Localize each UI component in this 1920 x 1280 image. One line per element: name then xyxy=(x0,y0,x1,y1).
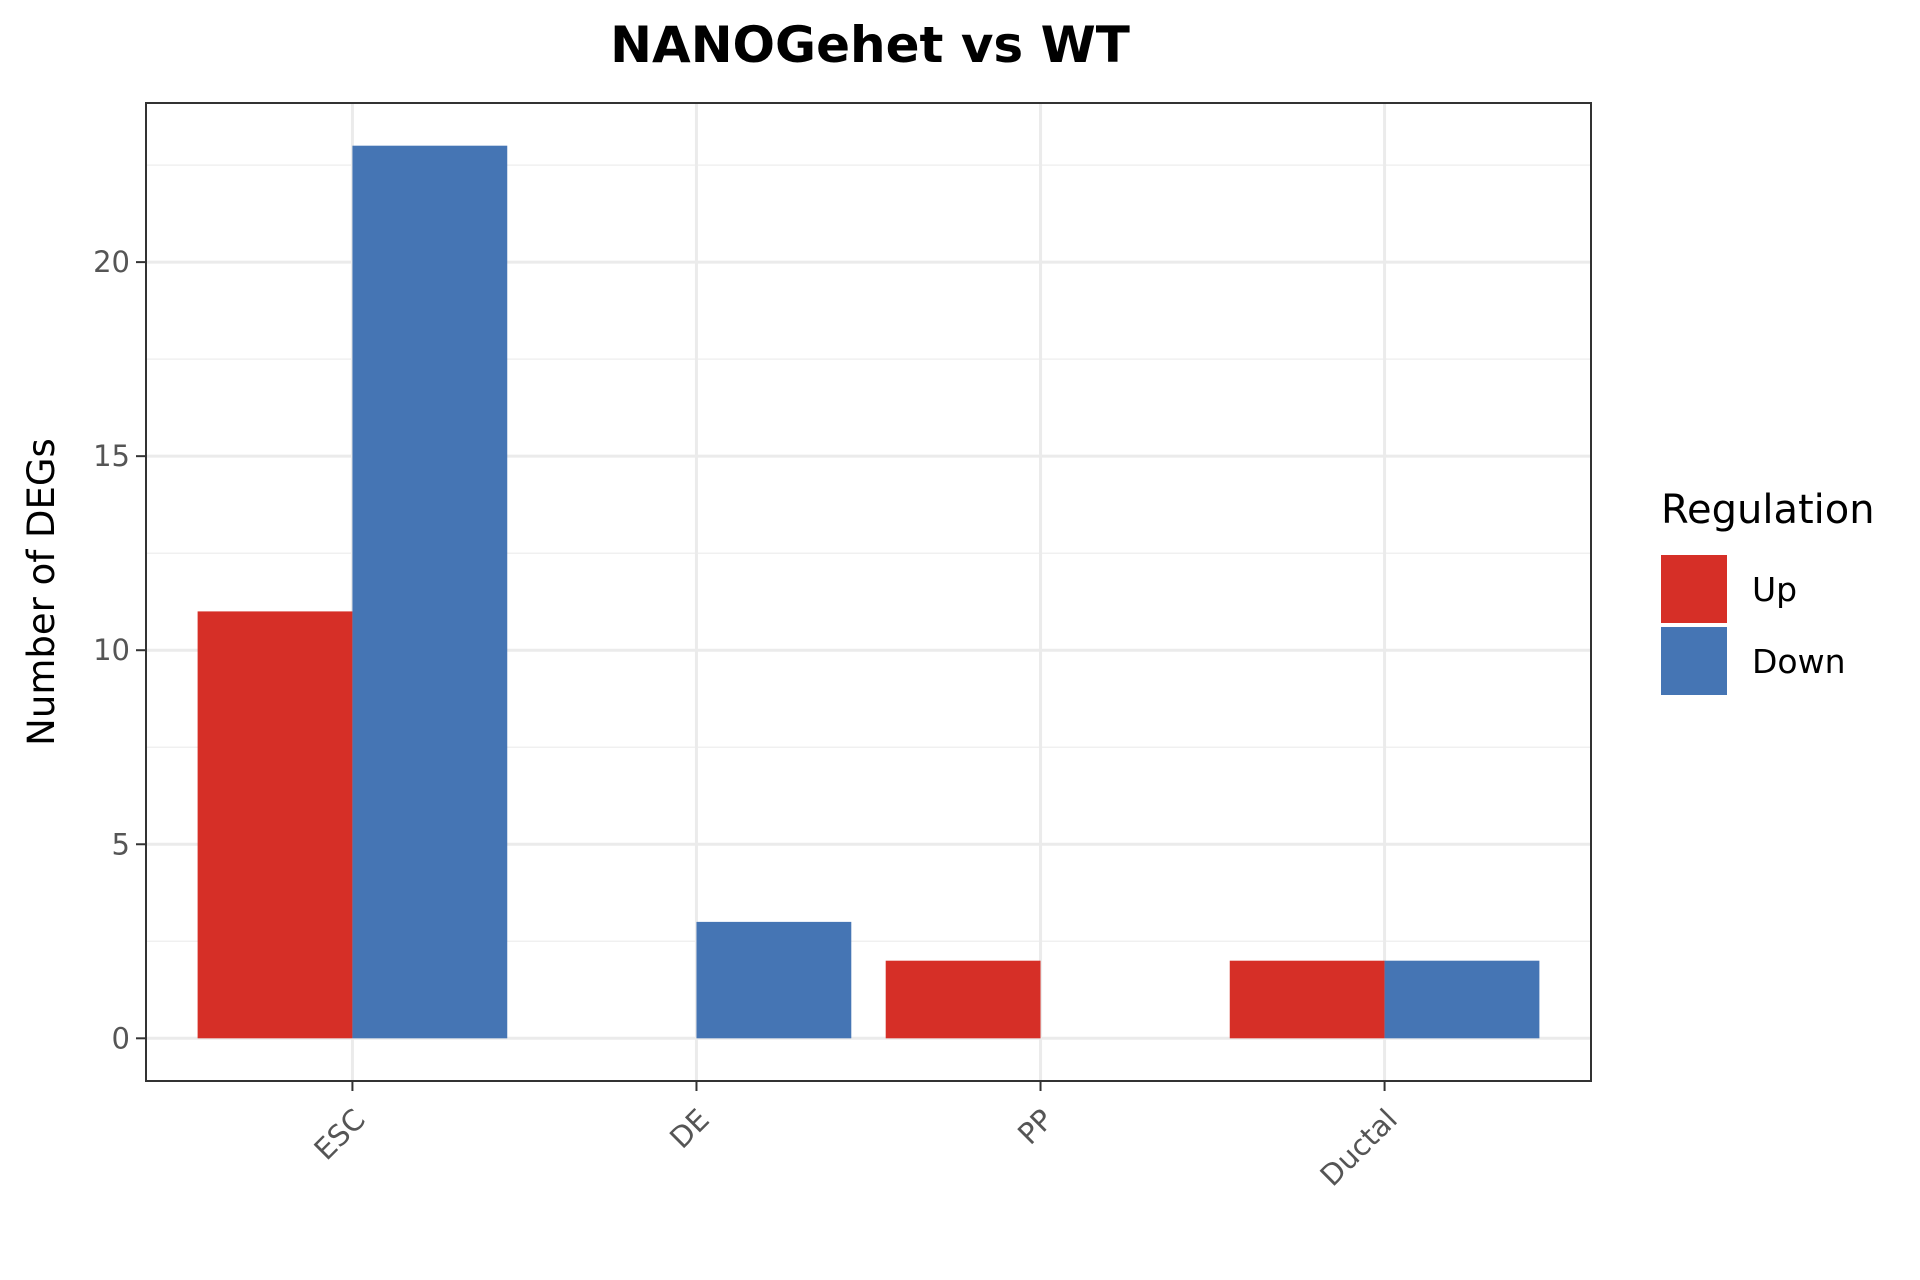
bar-up-ductal xyxy=(1229,960,1385,1039)
x-tick-label: Ductal xyxy=(1313,1102,1403,1192)
y-tick-label: 15 xyxy=(93,439,130,473)
y-tick-label: 20 xyxy=(93,245,130,279)
legend-label-up: Up xyxy=(1752,570,1797,609)
plot-border xyxy=(145,102,1592,1082)
legend: Regulation Up Down xyxy=(1661,487,1875,695)
x-tick-label: PP xyxy=(1011,1102,1060,1151)
legend-key-down xyxy=(1661,627,1727,695)
bar-up-esc xyxy=(197,611,353,1039)
bars xyxy=(197,145,1540,1039)
x-tick-label: ESC xyxy=(307,1102,371,1166)
bar-down-de xyxy=(696,921,852,1039)
y-tick-label: 0 xyxy=(112,1021,130,1055)
bar-down-ductal xyxy=(1384,960,1540,1039)
legend-key-up xyxy=(1661,555,1727,623)
y-tick-label: 5 xyxy=(112,827,130,861)
bar-up-pp xyxy=(885,960,1041,1039)
chart-title: NANOGehet vs WT xyxy=(610,16,1130,74)
y-axis-title: Number of DEGs xyxy=(20,438,63,746)
bar-down-esc xyxy=(352,145,508,1039)
y-tick-label: 10 xyxy=(93,633,130,667)
legend-title: Regulation xyxy=(1661,487,1875,533)
legend-label-down: Down xyxy=(1752,642,1846,681)
axes: 0 5 10 15 20 ESC DE PP Ductal xyxy=(93,245,1404,1193)
x-tick-label: DE xyxy=(663,1102,716,1155)
